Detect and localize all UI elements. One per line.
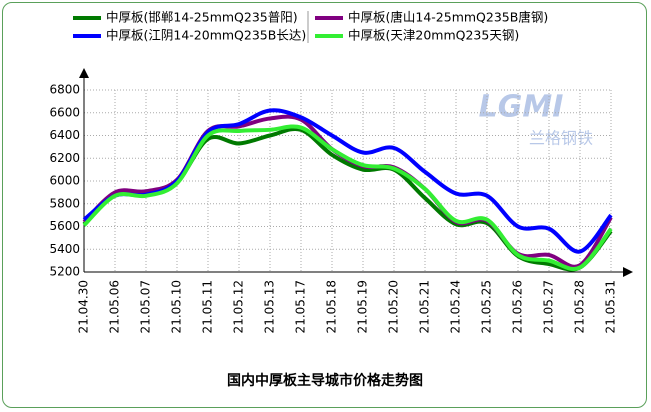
x-tick-label: 21.05.26 — [511, 280, 525, 333]
legend-label: 中厚板(邯郸14-25mmQ235普阳) — [106, 10, 298, 25]
x-axis-arrow — [623, 267, 633, 277]
x-tick-label: 21.05.07 — [139, 280, 153, 333]
y-tick-label: 6600 — [49, 105, 80, 119]
series-line — [82, 127, 613, 272]
chart-title: 国内中厚板主导城市价格走势图 — [227, 372, 423, 389]
y-tick-label: 6400 — [49, 128, 80, 142]
legend-label: 中厚板(江阴14-20mmQ235B长达) — [106, 28, 306, 43]
series-line — [82, 124, 613, 271]
y-tick-label: 6000 — [49, 174, 80, 188]
x-tick-label: 21.05.28 — [573, 280, 587, 333]
x-tick-label: 21.05.10 — [170, 280, 184, 333]
x-tick-label: 21.05.17 — [294, 280, 308, 333]
y-tick-label: 6800 — [49, 83, 80, 97]
y-tick-label: 5400 — [49, 242, 80, 256]
watermark: LGMI — [479, 90, 564, 125]
x-tick-label: 21.05.18 — [325, 280, 339, 333]
chart: LGMI 兰格钢铁 国内中厚板主导城市价格走势图 5200 5400 5600 580… — [49, 10, 633, 389]
x-tick-label: 21.05.06 — [108, 280, 122, 333]
x-tick-label: 21.05.24 — [449, 280, 463, 333]
frame: LGMI 兰格钢铁 国内中厚板主导城市价格走势图 5200 5400 5600 580… — [2, 2, 647, 408]
legend-label: 中厚板(天津20mmQ235天钢) — [348, 28, 519, 43]
x-tick-label: 21.05.11 — [201, 280, 215, 333]
x-tick-label: 21.05.20 — [387, 280, 401, 333]
y-tick-label: 5800 — [49, 196, 80, 210]
x-tick-label: 21.04.30 — [77, 280, 91, 333]
legend: 中厚板(邯郸14-25mmQ235普阳) 中厚板(江阴14-20mmQ235B长达… — [73, 10, 548, 43]
x-tick-label: 21.05.27 — [542, 280, 556, 333]
x-tick-label: 21.05.19 — [356, 280, 370, 333]
x-tick-label: 21.05.13 — [263, 280, 277, 333]
x-tick-label: 21.05.12 — [232, 280, 246, 333]
y-tick-label: 5600 — [49, 219, 80, 233]
y-tick-label: 6200 — [49, 151, 80, 165]
watermark-sub: 兰格钢铁 — [529, 129, 593, 148]
x-tick-label: 21.05.21 — [418, 280, 432, 333]
x-tick-label: 21.05.25 — [480, 280, 494, 333]
legend-label: 中厚板(唐山14-25mmQ235B唐钢) — [348, 10, 548, 25]
y-axis-arrow — [79, 68, 89, 78]
x-tick-label: 21.05.31 — [604, 280, 618, 333]
y-tick-label: 5200 — [49, 265, 80, 279]
